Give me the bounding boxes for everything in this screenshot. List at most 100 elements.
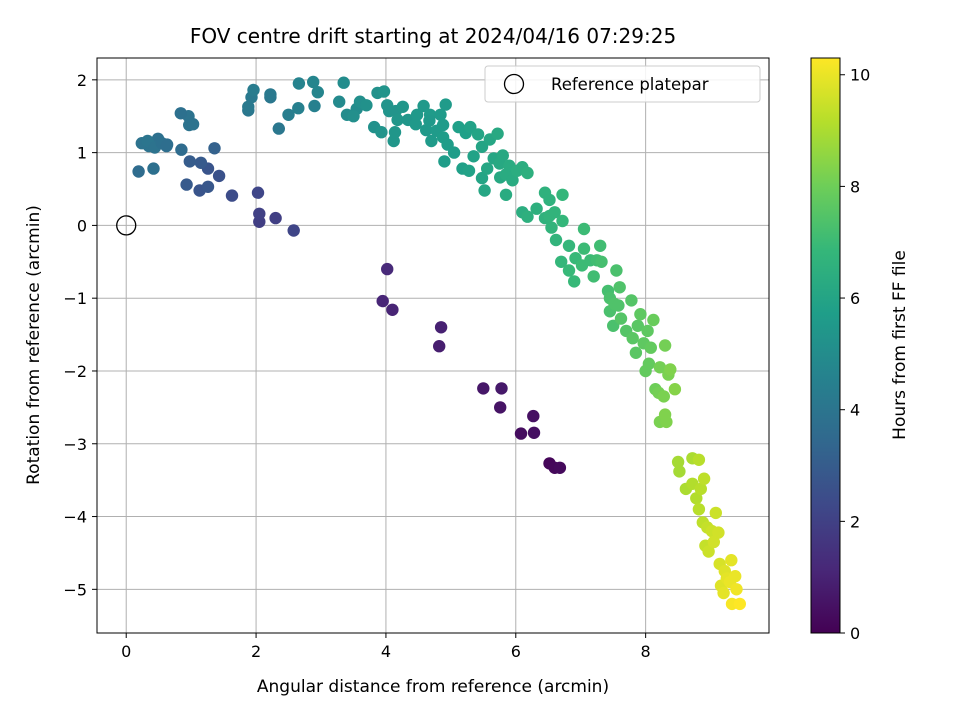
scatter-point [409, 118, 422, 131]
scatter-point [629, 346, 643, 359]
scatter-point [212, 169, 226, 183]
scatter-point [436, 118, 450, 132]
scatter-point [147, 162, 160, 175]
scatter-point [208, 142, 221, 155]
scatter-point [337, 76, 350, 89]
scatter-point [697, 472, 711, 485]
scatter-point [657, 390, 670, 403]
scatter-point [420, 123, 433, 137]
scatter-point [610, 264, 623, 277]
scatter-point [347, 110, 360, 123]
scatter-point [183, 155, 196, 168]
x-axis-ticks: 0 2 4 6 8 [121, 633, 651, 661]
scatter-point [527, 409, 540, 423]
scatter-point [360, 99, 373, 112]
scatter-point [269, 211, 282, 225]
scatter-point [673, 465, 686, 478]
scatter-point [264, 88, 277, 101]
scatter-point [668, 383, 682, 396]
scatter-point [311, 86, 324, 99]
chart-title: FOV centre drift starting at 2024/04/16 … [190, 24, 676, 48]
scatter-point [660, 415, 673, 429]
scatter-point [587, 270, 600, 283]
scatter-point [521, 210, 534, 223]
x-tick-label: 0 [121, 642, 131, 661]
x-tick-label: 8 [641, 642, 651, 661]
scatter-point [545, 221, 558, 234]
colorbar-tick-label: 6 [850, 289, 860, 308]
scatter-point [494, 401, 507, 414]
scatter-point [308, 99, 321, 113]
scatter-point [388, 126, 402, 139]
scatter-point [692, 503, 706, 516]
scatter-point [467, 150, 480, 163]
scatter-point [594, 239, 607, 252]
scatter-point [496, 149, 509, 162]
scatter-point [495, 382, 508, 395]
scatter-point [417, 99, 430, 113]
scatter-point [386, 303, 399, 316]
scatter-point [475, 140, 489, 153]
y-tick-label: 2 [77, 71, 87, 90]
colorbar-tick-label: 10 [850, 66, 870, 85]
scatter-point [242, 100, 255, 114]
scatter-point [730, 583, 743, 596]
scatter-point [477, 382, 490, 395]
grid-lines [97, 58, 769, 633]
scatter-point [725, 554, 738, 567]
scatter-point [180, 178, 193, 191]
scatter-point [562, 264, 576, 277]
scatter-point [478, 184, 491, 197]
scatter-point [491, 127, 504, 140]
scatter-point [634, 308, 647, 321]
y-tick-label: 0 [77, 216, 87, 235]
scatter-point [664, 363, 677, 376]
scatter-point [548, 206, 561, 219]
y-tick-label: −2 [63, 362, 87, 381]
scatter-point [595, 255, 608, 268]
scatter-point [481, 162, 494, 175]
colorbar-label: Hours from first FF file [890, 250, 910, 440]
x-tick-label: 6 [511, 642, 521, 661]
scatter-point [521, 166, 534, 180]
scatter-point [690, 492, 703, 505]
y-axis-ticks: 2 1 0 −1 −2 −3 −4 −5 [63, 71, 97, 599]
scatter-point [549, 233, 563, 247]
y-tick-label: −4 [63, 508, 87, 527]
scatter-point [702, 545, 715, 558]
scatter-point [425, 134, 438, 148]
scatter-point [175, 143, 188, 156]
scatter-point [641, 324, 654, 338]
colorbar: 0 2 4 6 8 10 [810, 57, 870, 643]
scatter-point [614, 312, 628, 325]
legend-marker-reference [503, 73, 525, 95]
scatter-point [543, 193, 556, 207]
scatter-point [434, 108, 447, 122]
y-tick-label: 1 [77, 144, 87, 163]
colorbar-tick-label: 0 [850, 624, 860, 643]
x-tick-label: 2 [251, 642, 261, 661]
scatter-point [377, 85, 391, 98]
scatter-point [712, 526, 725, 539]
colorbar-gradient [811, 58, 840, 633]
scatter-point [433, 340, 446, 353]
scatter-point [709, 506, 722, 520]
scatter-point [174, 107, 187, 120]
scatter-point [333, 95, 346, 108]
scatter-point [439, 98, 452, 111]
plot-background [97, 58, 769, 633]
plot-area: 0 2 4 6 8 2 1 0 −1 −2 −3 −4 −5 [63, 57, 770, 661]
scatter-point [287, 224, 300, 237]
scatter-point [160, 139, 173, 153]
scatter-point [692, 453, 706, 466]
scatter-point [562, 239, 576, 252]
scatter-point [391, 113, 404, 127]
scatter-point [376, 294, 389, 308]
scatter-point [375, 126, 388, 139]
colorbar-tick-label: 2 [850, 512, 860, 531]
scatter-point [644, 341, 657, 354]
scatter-point [247, 83, 260, 97]
scatter-point [514, 427, 528, 440]
colorbar-ticks: 0 2 4 6 8 10 [840, 66, 870, 643]
scatter-point [577, 242, 591, 255]
